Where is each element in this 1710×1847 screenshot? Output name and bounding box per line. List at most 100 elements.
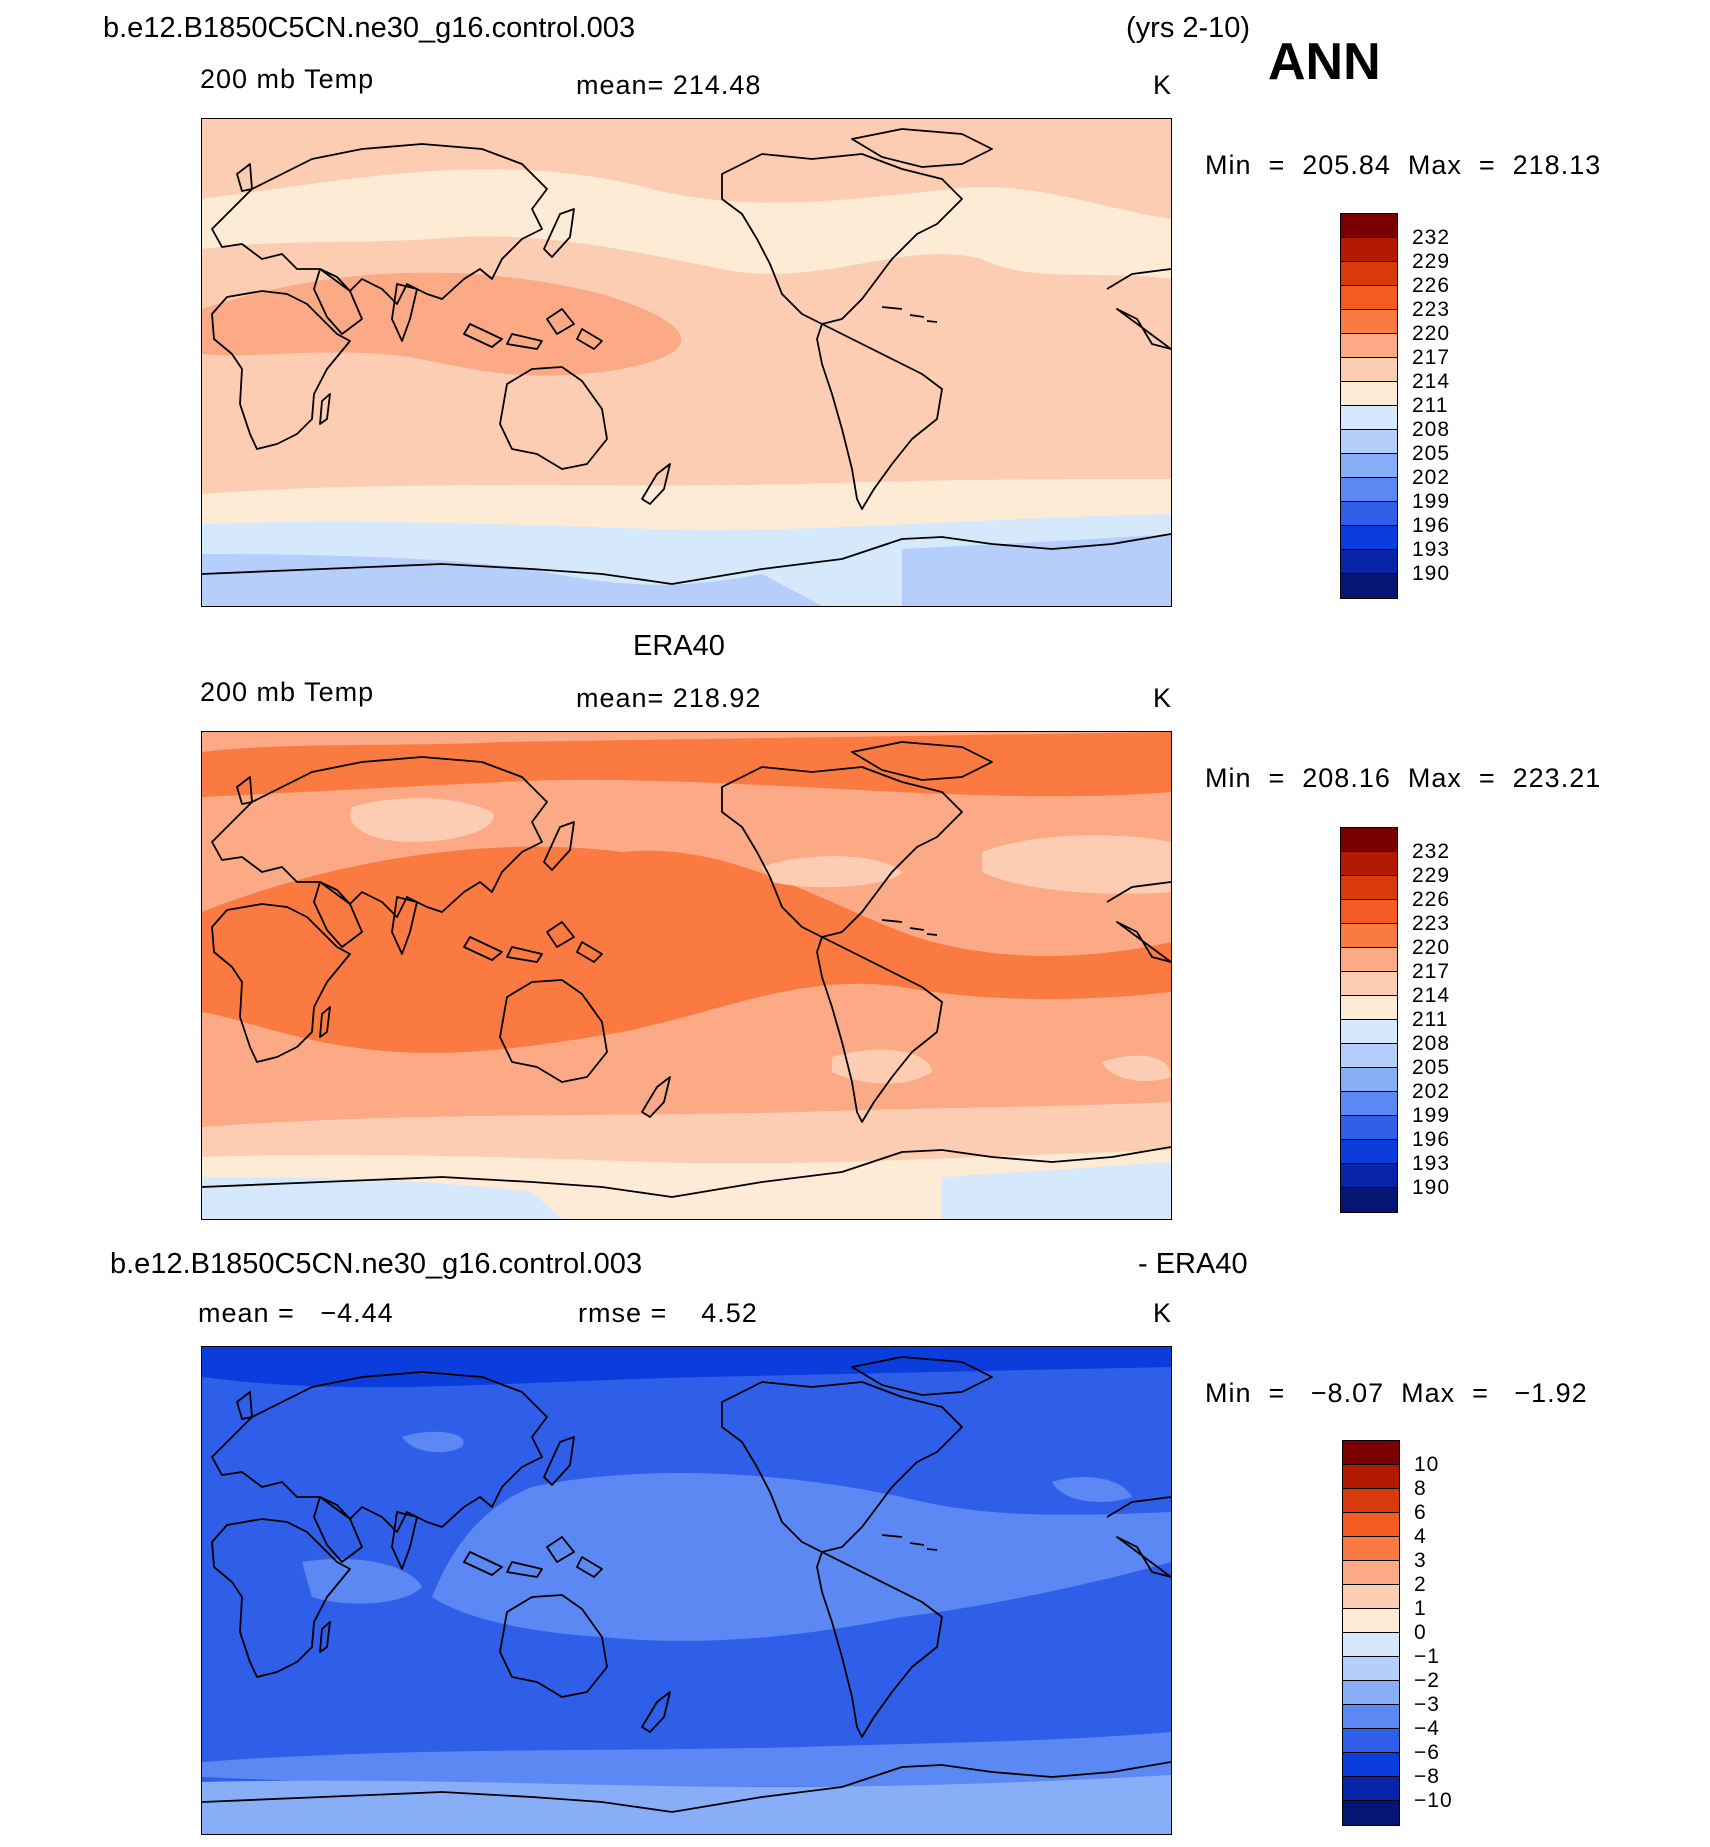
colorbar-separator [1340, 1139, 1398, 1140]
colorbar-tick-label: 229 [1412, 864, 1451, 887]
colorbar-swatch [1340, 1091, 1398, 1115]
colorbar-swatch [1340, 213, 1398, 237]
panel2-south-atlantic-cool-patch [1102, 1055, 1171, 1082]
colorbar-separator [1340, 1067, 1398, 1068]
colorbar-swatch [1340, 899, 1398, 923]
colorbar-tick-label: 193 [1412, 538, 1451, 561]
colorbar-tick-label: 214 [1412, 370, 1451, 393]
panel3-colorbar: 10 8 6 4 3 2 1 0 −1 −2 −3 −4 −6 −8 −10 [1342, 1440, 1582, 1826]
colorbar-swatch [1342, 1512, 1400, 1536]
colorbar-separator [1340, 237, 1398, 238]
colorbar-swatch [1340, 525, 1398, 549]
colorbar-swatch [1340, 1115, 1398, 1139]
colorbar-tick-label: 229 [1412, 250, 1451, 273]
colorbar-tick-label: 199 [1412, 490, 1451, 513]
colorbar-swatch [1342, 1776, 1400, 1800]
case-title: b.e12.B1850C5CN.ne30_g16.control.003 [103, 12, 636, 44]
colorbar-separator [1342, 1752, 1400, 1753]
colorbar-swatch [1342, 1752, 1400, 1776]
panel2-title: ERA40 [633, 630, 725, 662]
colorbar-swatch [1340, 1067, 1398, 1091]
colorbar-tick-label: 1 [1414, 1597, 1427, 1620]
colorbar-tick-label: 2 [1414, 1573, 1427, 1596]
colorbar-separator [1340, 1187, 1398, 1188]
colorbar-swatch [1340, 995, 1398, 1019]
panel1-polar-core-east [902, 534, 1171, 606]
colorbar-tick-label: 232 [1412, 226, 1451, 249]
colorbar-separator [1340, 899, 1398, 900]
colorbar-swatch [1340, 1187, 1398, 1213]
panel2-polar-core-east [942, 1162, 1171, 1219]
colorbar-swatch [1340, 381, 1398, 405]
colorbar-tick-label: 10 [1414, 1453, 1440, 1476]
panel3-title-left: b.e12.B1850C5CN.ne30_g16.control.003 [110, 1248, 643, 1280]
colorbar-tick-label: −4 [1414, 1717, 1440, 1740]
panel1-cool-northern-band [202, 169, 1171, 279]
colorbar-swatch [1340, 1019, 1398, 1043]
season-label: ANN [1268, 33, 1381, 91]
colorbar-swatch [1340, 573, 1398, 599]
panel3-rmse: rmse = 4.52 [578, 1298, 758, 1328]
colorbar-tick-label: 3 [1414, 1549, 1427, 1572]
colorbar-separator [1340, 1163, 1398, 1164]
colorbar-swatch [1340, 405, 1398, 429]
colorbar-tick-label: 8 [1414, 1477, 1427, 1500]
colorbar-separator [1342, 1536, 1400, 1537]
panel3-southern-band [202, 1732, 1171, 1787]
colorbar-tick-label: −2 [1414, 1669, 1440, 1692]
colorbar-separator [1342, 1656, 1400, 1657]
colorbar-tick-label: 223 [1412, 912, 1451, 935]
colorbar-tick-label: 226 [1412, 888, 1451, 911]
colorbar-separator [1340, 381, 1398, 382]
colorbar-swatch [1342, 1560, 1400, 1584]
colorbar-swatch [1340, 827, 1398, 851]
colorbar-separator [1340, 947, 1398, 948]
colorbar-swatch [1340, 237, 1398, 261]
panel3-mean: mean = −4.44 [198, 1298, 394, 1328]
colorbar-tick-label: 205 [1412, 442, 1451, 465]
colorbar-tick-label: −8 [1414, 1765, 1440, 1788]
colorbar-tick-label: 217 [1412, 346, 1451, 369]
colorbar-separator [1340, 1043, 1398, 1044]
colorbar-swatch [1340, 429, 1398, 453]
colorbar-tick-label: 223 [1412, 298, 1451, 321]
panel3-asia-patch [402, 1431, 464, 1453]
years-label: (yrs 2-10) [1126, 12, 1251, 44]
colorbar-separator [1342, 1704, 1400, 1705]
colorbar-tick-label: 208 [1412, 1032, 1451, 1055]
colorbar-swatch [1342, 1728, 1400, 1752]
colorbar-tick-label: 220 [1412, 322, 1451, 345]
panel2-northern-warm-band [202, 732, 1171, 797]
panel2-pacific-cool-patch [762, 856, 902, 888]
colorbar-swatch [1342, 1464, 1400, 1488]
colorbar-separator [1342, 1512, 1400, 1513]
colorbar-separator [1340, 501, 1398, 502]
colorbar-swatch [1340, 501, 1398, 525]
colorbar-separator [1340, 261, 1398, 262]
panel2-polar-core [202, 1177, 562, 1219]
colorbar-swatch [1340, 971, 1398, 995]
colorbar-swatch [1340, 333, 1398, 357]
colorbar-separator [1340, 525, 1398, 526]
panel3-polar-band [202, 1775, 1171, 1834]
colorbar-separator [1340, 1115, 1398, 1116]
colorbar-separator [1342, 1680, 1400, 1681]
panel2-eurasia-cool-patch [350, 798, 494, 842]
colorbar-swatch [1340, 453, 1398, 477]
colorbar-tick-label: 226 [1412, 274, 1451, 297]
colorbar-separator [1342, 1608, 1400, 1609]
colorbar-separator [1342, 1728, 1400, 1729]
colorbar-swatch [1342, 1800, 1400, 1826]
colorbar-swatch [1342, 1656, 1400, 1680]
colorbar-swatch [1340, 1139, 1398, 1163]
colorbar-swatch [1340, 875, 1398, 899]
panel2-units: K [1153, 683, 1173, 713]
colorbar-tick-label: −3 [1414, 1693, 1440, 1716]
panel1-colorbar: 232 229 226 223 220 217 214 211 208 205 202 199 196 1… [1340, 213, 1580, 599]
panel3-units: K [1153, 1298, 1173, 1328]
colorbar-swatch [1340, 851, 1398, 875]
colorbar-tick-label: 196 [1412, 1128, 1451, 1151]
colorbar-separator [1340, 309, 1398, 310]
panel2-field-label: 200 mb Temp [200, 677, 375, 707]
panel2-warm-tropical-band [202, 846, 1171, 1053]
